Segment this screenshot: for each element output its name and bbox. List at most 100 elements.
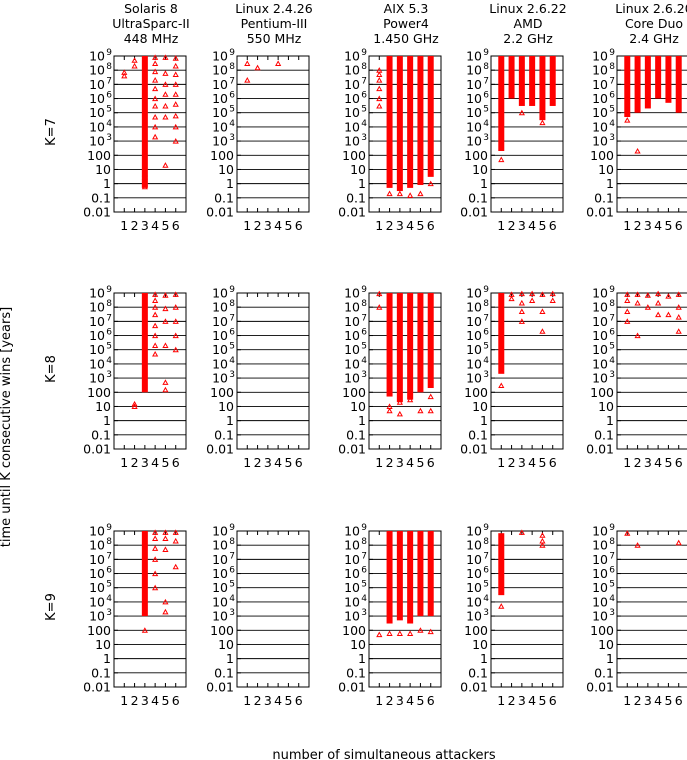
- x-tick-label: 6: [295, 218, 303, 233]
- data-point-triangle: [675, 328, 682, 334]
- data-point-triangle: [518, 290, 525, 297]
- y-tick-label: 10: [89, 119, 105, 134]
- y-tick-exponent: 8: [609, 62, 615, 72]
- data-point-triangle: [172, 529, 179, 535]
- y-tick-label: 10: [212, 538, 228, 553]
- x-tick-label: 3: [396, 455, 404, 470]
- data-point-triangle: [131, 400, 138, 407]
- y-tick-label: 100: [590, 385, 614, 400]
- y-tick-label: 10: [592, 594, 608, 609]
- y-tick-exponent: 6: [106, 91, 112, 101]
- x-tick-label: 5: [416, 455, 424, 470]
- y-tick-label: 1: [226, 651, 234, 666]
- y-tick-label: 10: [592, 134, 608, 149]
- y-tick-label: 10: [212, 119, 228, 134]
- y-tick-exponent: 6: [483, 566, 489, 576]
- dense-marker-band: [396, 293, 403, 403]
- x-tick-label: 2: [386, 693, 394, 708]
- y-tick-label: 10: [472, 637, 488, 652]
- data-point-triangle: [152, 570, 159, 577]
- y-tick-exponent: 6: [609, 91, 615, 101]
- y-tick-label: 0.01: [206, 205, 234, 220]
- x-tick-label: 4: [151, 693, 159, 708]
- y-tick-exponent: 7: [483, 76, 489, 86]
- x-tick-label: 6: [427, 218, 435, 233]
- y-tick-label: 10: [344, 552, 360, 567]
- y-tick-label: 10: [95, 637, 111, 652]
- y-tick-exponent: 3: [609, 133, 615, 143]
- dense-marker-band: [407, 293, 414, 400]
- y-tick-exponent: 6: [229, 91, 235, 101]
- y-tick-label: 10: [89, 286, 105, 301]
- y-tick-label: 10: [466, 356, 482, 371]
- y-tick-exponent: 9: [483, 48, 489, 58]
- y-tick-label: 0.01: [586, 442, 614, 457]
- panel-frame: [616, 55, 687, 213]
- data-point-triangle: [162, 292, 169, 298]
- dense-marker-band: [508, 56, 515, 99]
- dense-marker-band: [634, 56, 641, 113]
- platform-header-line: 550 MHz: [247, 31, 302, 46]
- y-tick-label: 0.01: [338, 205, 366, 220]
- y-tick-exponent: 6: [229, 566, 235, 576]
- y-tick-label: 10: [472, 399, 488, 414]
- data-point-triangle: [539, 328, 546, 334]
- x-tick-label: 2: [254, 455, 262, 470]
- data-point-triangle: [518, 109, 525, 116]
- data-point-triangle: [417, 190, 424, 197]
- data-point-triangle: [152, 54, 159, 60]
- y-tick-label: 10: [344, 328, 360, 343]
- y-tick-exponent: 5: [229, 105, 235, 115]
- data-point-triangle: [172, 332, 179, 339]
- y-tick-label: 0.1: [594, 190, 614, 205]
- y-tick-exponent: 9: [229, 48, 235, 58]
- y-tick-label: 10: [95, 399, 111, 414]
- x-tick-label: 1: [497, 218, 505, 233]
- y-tick-label: 1: [606, 651, 614, 666]
- panel-frame: [113, 292, 187, 450]
- y-tick-label: 1: [226, 413, 234, 428]
- y-tick-label: 10: [212, 609, 228, 624]
- x-tick-label: 3: [141, 693, 149, 708]
- platform-header-line: Power4: [383, 16, 429, 31]
- y-tick-exponent: 4: [361, 594, 367, 604]
- y-tick-exponent: 9: [361, 48, 367, 58]
- row-label: K=8: [44, 355, 59, 383]
- y-tick-exponent: 6: [483, 328, 489, 338]
- y-tick-label: 10: [344, 314, 360, 329]
- y-tick-exponent: 5: [483, 105, 489, 115]
- x-tick-label: 3: [141, 455, 149, 470]
- data-point-triangle: [152, 322, 159, 329]
- x-tick-label: 5: [284, 218, 292, 233]
- y-tick-exponent: 7: [483, 313, 489, 323]
- platform-header-line: 1.450 GHz: [373, 31, 439, 46]
- data-point-triangle: [624, 291, 631, 297]
- row-label: K=7: [44, 118, 59, 146]
- y-tick-label: 10: [212, 134, 228, 149]
- x-tick-label: 6: [427, 455, 435, 470]
- data-point-triangle: [539, 119, 546, 126]
- data-point-triangle: [172, 71, 179, 77]
- x-tick-label: 3: [518, 693, 526, 708]
- data-point-triangle: [162, 386, 169, 393]
- x-tick-label: 1: [623, 693, 631, 708]
- data-point-triangle: [172, 138, 179, 144]
- x-tick-label: 4: [528, 693, 536, 708]
- x-tick-label: 2: [634, 693, 642, 708]
- y-tick-exponent: 6: [106, 566, 112, 576]
- platform-header-line: 2.2 GHz: [503, 31, 553, 46]
- y-tick-exponent: 5: [483, 580, 489, 590]
- data-point-triangle: [407, 192, 414, 198]
- data-point-triangle: [172, 112, 179, 119]
- y-tick-label: 10: [89, 609, 105, 624]
- y-tick-label: 10: [466, 552, 482, 567]
- dense-marker-band: [644, 56, 651, 109]
- platform-header-line: Linux 2.6.22: [489, 1, 566, 16]
- y-tick-exponent: 3: [361, 133, 367, 143]
- x-tick-label: 5: [161, 218, 169, 233]
- x-tick-label: 4: [654, 455, 662, 470]
- y-tick-label: 0.01: [586, 205, 614, 220]
- x-tick-label: 6: [172, 218, 180, 233]
